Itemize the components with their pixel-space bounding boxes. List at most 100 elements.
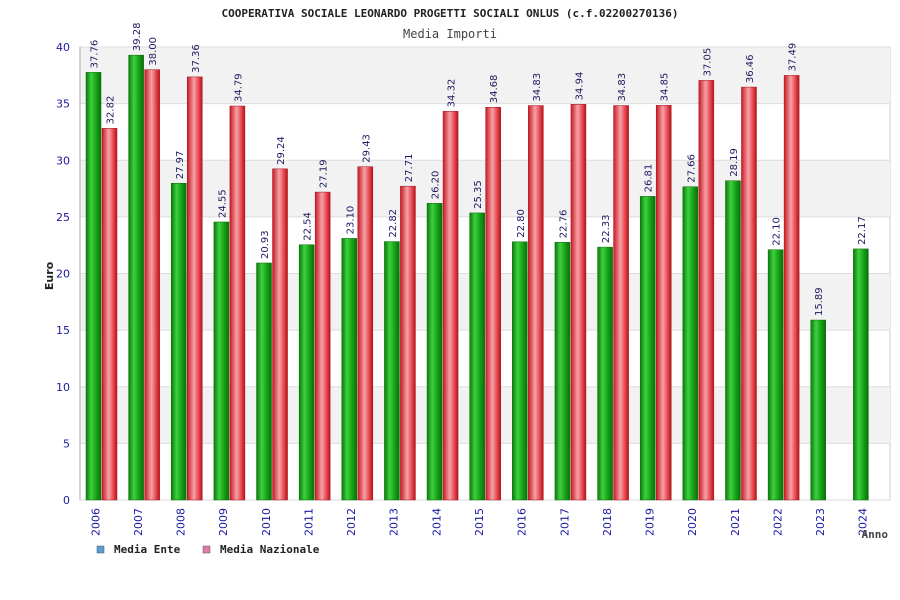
y-tick-label: 25 <box>56 211 70 224</box>
bar-value-label: 29.43 <box>361 134 372 163</box>
x-tick-label-2015: 2015 <box>473 508 486 536</box>
y-axis-label: Euro <box>43 261 56 290</box>
bar-media-nazionale-2014 <box>442 111 459 501</box>
y-tick-label: 5 <box>63 437 70 450</box>
bar-value-label: 22.54 <box>303 212 314 241</box>
y-tick-label: 40 <box>56 41 70 54</box>
bar-media-nazionale-2016 <box>528 105 544 501</box>
bar-media-nazionale-2006 <box>101 128 118 501</box>
x-tick-label-2018: 2018 <box>601 508 614 536</box>
bar-value-label: 20.93 <box>260 230 271 259</box>
bar-value-label: 34.68 <box>489 75 500 104</box>
bar-value-label: 39.28 <box>132 23 143 52</box>
bar-value-label: 34.79 <box>233 73 244 102</box>
bar-media-ente-2007 <box>128 54 144 501</box>
y-tick-label: 35 <box>56 98 70 111</box>
y-tick-label: 0 <box>63 494 70 507</box>
legend-swatch-media-ente <box>96 545 105 554</box>
bar-media-nazionale-2007 <box>144 69 160 501</box>
bar-media-nazionale-2013 <box>400 185 416 501</box>
x-axis-label: Anno <box>862 528 889 541</box>
bar-value-label: 27.19 <box>319 159 330 188</box>
x-tick-label-2024: 2024 <box>857 508 870 536</box>
bar-value-label: 26.20 <box>431 171 442 200</box>
bar-value-label: 37.76 <box>90 40 101 69</box>
bar-media-nazionale-2018 <box>613 105 629 501</box>
bar-media-ente-2024 <box>853 248 869 501</box>
bar-media-ente-2008 <box>171 182 187 501</box>
bar-media-ente-2014 <box>426 203 443 501</box>
bars <box>85 54 869 501</box>
bar-value-label: 29.24 <box>276 136 287 165</box>
y-tick-label: 30 <box>56 154 70 167</box>
bar-value-label: 34.83 <box>532 73 543 102</box>
bar-media-nazionale-2012 <box>357 166 374 501</box>
x-tick-label-2007: 2007 <box>132 508 145 536</box>
bar-value-label: 22.10 <box>772 217 783 246</box>
x-tick-label-2014: 2014 <box>430 508 443 536</box>
bar-media-ente-2012 <box>341 238 358 501</box>
bar-media-ente-2010 <box>256 262 272 501</box>
bar-value-label: 22.80 <box>516 209 527 238</box>
y-tick-label: 15 <box>56 324 70 337</box>
bar-media-ente-2017 <box>554 241 571 501</box>
bar-value-label: 34.83 <box>617 73 628 102</box>
bar-value-label: 26.81 <box>644 164 655 193</box>
bar-value-labels: 37.76 32.82 39.28 38.00 27.97 37.36 24.55 34.79… <box>90 23 868 317</box>
bar-media-ente-2006 <box>85 72 102 501</box>
bar-media-nazionale-2021 <box>741 86 757 501</box>
y-axis-ticks: 0 5 10 15 20 25 30 35 40 <box>56 41 70 507</box>
bar-media-ente-2009 <box>213 221 230 501</box>
x-tick-label-2023: 2023 <box>814 508 827 536</box>
bar-value-label: 34.32 <box>447 79 458 108</box>
x-tick-label-2013: 2013 <box>388 508 401 536</box>
y-tick-label: 10 <box>56 381 70 394</box>
x-tick-label-2006: 2006 <box>89 508 102 536</box>
x-tick-label-2020: 2020 <box>686 508 699 536</box>
chart-title: COOPERATIVA SOCIALE LEONARDO PROGETTI SO… <box>222 7 679 20</box>
bar-media-nazionale-2011 <box>314 191 331 501</box>
bar-value-label: 22.33 <box>601 214 612 243</box>
bar-value-label: 22.76 <box>558 210 569 239</box>
y-tick-label: 20 <box>56 268 70 281</box>
bar-value-label: 32.82 <box>106 96 117 125</box>
bar-media-ente-2019 <box>639 196 656 501</box>
bar-value-label: 37.36 <box>191 44 202 73</box>
bar-value-label: 36.46 <box>745 54 756 83</box>
bar-media-nazionale-2019 <box>655 105 672 501</box>
bar-media-ente-2022 <box>767 249 784 501</box>
x-tick-label-2019: 2019 <box>644 508 657 536</box>
bar-media-nazionale-2017 <box>570 104 587 501</box>
bar-value-label: 28.19 <box>729 148 740 177</box>
x-tick-label-2022: 2022 <box>771 508 784 536</box>
x-tick-label-2011: 2011 <box>302 508 315 536</box>
bar-media-nazionale-2008 <box>187 76 203 501</box>
x-axis-ticks: 2006 2007 2008 2009 2010 2011 2012 2013 2014 2015… <box>89 508 869 536</box>
bar-media-ente-2011 <box>298 244 315 501</box>
bar-value-label: 22.17 <box>857 216 868 245</box>
bar-value-label: 23.10 <box>345 206 356 235</box>
bar-media-ente-2020 <box>682 186 699 501</box>
x-tick-label-2021: 2021 <box>729 508 742 536</box>
bar-media-ente-2013 <box>384 241 400 501</box>
bar-value-label: 22.82 <box>388 209 399 238</box>
bar-value-label: 37.49 <box>788 43 799 72</box>
bar-media-nazionale-2022 <box>783 75 800 501</box>
legend: Media Ente Media Nazionale <box>96 543 320 556</box>
bar-media-nazionale-2015 <box>485 106 501 501</box>
bar-media-ente-2018 <box>597 246 613 501</box>
bar-value-label: 38.00 <box>148 37 159 66</box>
bar-value-label: 34.85 <box>660 73 671 102</box>
chart-subtitle: Media Importi <box>403 27 497 41</box>
bar-media-nazionale-2010 <box>272 168 288 501</box>
bar-value-label: 27.97 <box>175 151 186 180</box>
x-tick-label-2017: 2017 <box>558 508 571 536</box>
bar-media-ente-2023 <box>810 319 826 501</box>
bar-value-label: 37.05 <box>702 48 713 77</box>
legend-label-media-nazionale: Media Nazionale <box>220 543 320 556</box>
bar-value-label: 27.66 <box>686 154 697 183</box>
bar-media-ente-2016 <box>512 241 528 501</box>
bar-media-ente-2021 <box>725 180 741 501</box>
bar-value-label: 34.94 <box>574 72 585 101</box>
